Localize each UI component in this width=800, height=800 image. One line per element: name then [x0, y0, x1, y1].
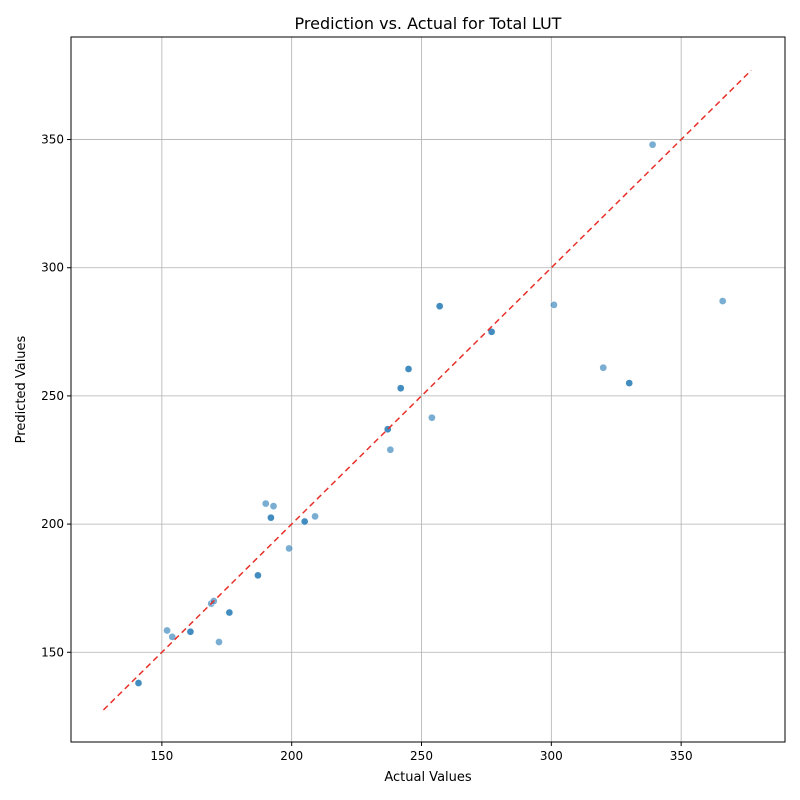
- data-point: [254, 571, 262, 580]
- data-point: [267, 513, 275, 522]
- data-point: [300, 517, 309, 526]
- data-point: [625, 379, 634, 387]
- data-point: [225, 608, 234, 617]
- x-tick-label: 150: [150, 749, 173, 763]
- x-tick-label: 250: [410, 749, 433, 763]
- data-point: [386, 445, 395, 454]
- data-point: [487, 327, 496, 336]
- data-point: [134, 679, 143, 687]
- data-point: [285, 544, 293, 553]
- data-point: [261, 499, 270, 508]
- data-point: [404, 365, 413, 373]
- data-point: [435, 302, 444, 311]
- data-point: [215, 638, 223, 646]
- data-point: [428, 413, 436, 422]
- data-point: [168, 633, 177, 641]
- x-tick-label: 200: [280, 749, 303, 763]
- data-point: [718, 297, 727, 305]
- data-point: [550, 301, 558, 309]
- data-points: [134, 140, 727, 687]
- data-point: [311, 512, 319, 521]
- y-tick-label: 350: [41, 133, 64, 147]
- data-point: [163, 626, 171, 635]
- chart-title: Prediction vs. Actual for Total LUT: [295, 14, 562, 33]
- data-point: [396, 384, 405, 393]
- x-tick-label: 300: [540, 749, 563, 763]
- y-tick-label: 250: [41, 389, 64, 403]
- y-axis-ticks: 150 200 250 300 350: [41, 133, 71, 659]
- data-point: [186, 627, 195, 636]
- data-point: [269, 502, 278, 510]
- y-axis-label: Predicted Values: [14, 335, 29, 443]
- x-axis-ticks: 150 200 250 300 350: [150, 742, 693, 763]
- reference-line: [102, 69, 752, 711]
- y-tick-label: 300: [41, 261, 64, 275]
- plot-frame: [70, 36, 786, 743]
- data-point: [599, 363, 608, 372]
- grid: [71, 37, 785, 742]
- y-tick-label: 200: [41, 517, 64, 531]
- x-axis-label: Actual Values: [384, 770, 472, 785]
- y-tick-label: 150: [41, 645, 64, 659]
- data-point: [648, 140, 657, 149]
- x-tick-label: 350: [670, 749, 693, 763]
